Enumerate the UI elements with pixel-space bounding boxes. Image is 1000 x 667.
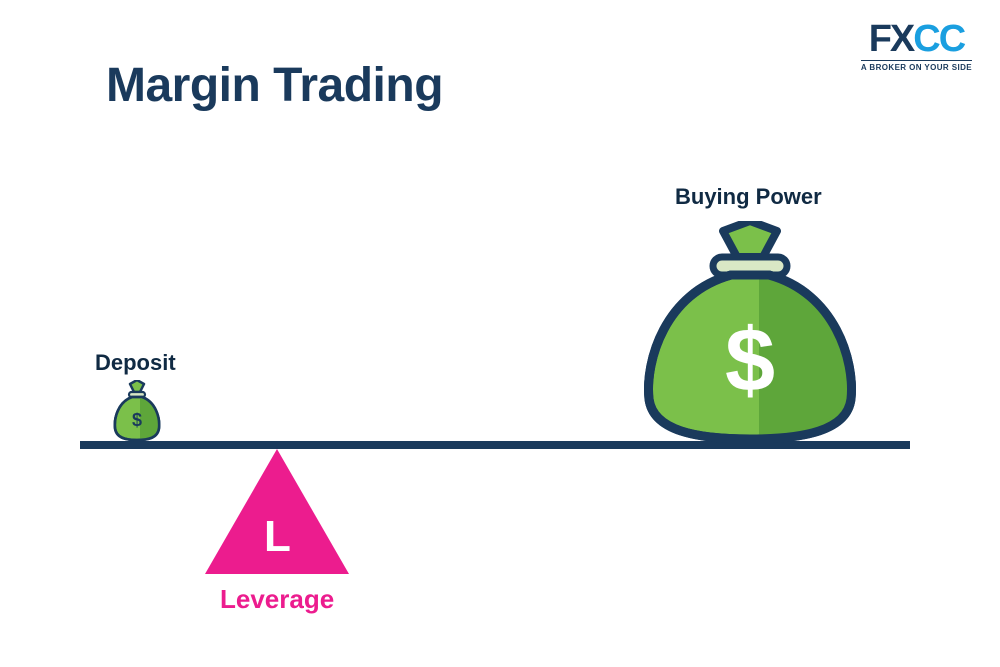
buying-power-label: Buying Power — [675, 184, 822, 210]
logo-tagline: A BROKER ON YOUR SIDE — [861, 60, 972, 72]
svg-text:$: $ — [132, 410, 142, 430]
logo-cc: CC — [913, 18, 964, 60]
svg-text:$: $ — [725, 311, 775, 411]
fulcrum-letter: L — [264, 512, 291, 562]
buying-power-money-bag-icon: $ — [635, 221, 865, 443]
logo-fx: FX — [869, 18, 914, 60]
leverage-label: Leverage — [220, 584, 334, 615]
logo-wordmark: FXCC — [861, 20, 972, 58]
page-title: Margin Trading — [106, 58, 443, 113]
brand-logo: FXCC A BROKER ON YOUR SIDE — [861, 20, 972, 72]
deposit-label: Deposit — [95, 350, 176, 376]
deposit-money-bag-icon: $ — [110, 380, 164, 442]
diagram-canvas: Margin Trading FXCC A BROKER ON YOUR SID… — [0, 0, 1000, 667]
